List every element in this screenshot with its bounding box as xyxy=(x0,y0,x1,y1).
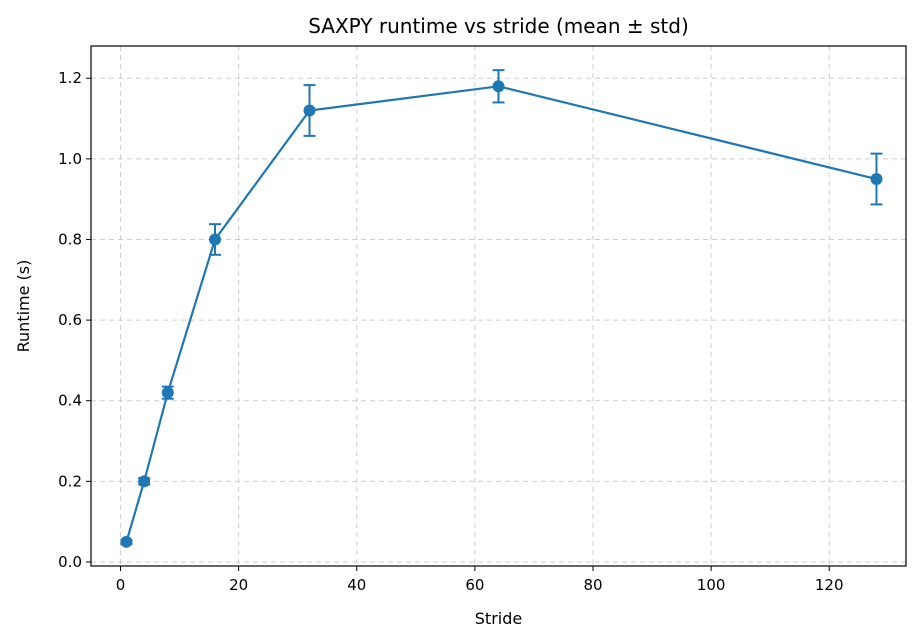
plot-frame xyxy=(90,45,907,567)
y-tick-label: 0.2 xyxy=(58,472,82,490)
x-tick-label: 80 xyxy=(583,576,602,594)
y-axis-label: Runtime (s) xyxy=(14,260,33,353)
y-tick-label: 0.8 xyxy=(58,230,82,248)
series-layer xyxy=(120,69,883,548)
chart-title: SAXPY runtime vs stride (mean ± std) xyxy=(308,14,689,38)
x-tick-label: 120 xyxy=(815,576,844,594)
x-tick-label: 40 xyxy=(347,576,366,594)
y-tick-label: 0.4 xyxy=(58,392,82,410)
data-point xyxy=(492,80,505,93)
data-point xyxy=(120,535,133,548)
y-tick-label: 0.6 xyxy=(58,311,82,329)
x-tick-label: 100 xyxy=(697,576,726,594)
x-tick-label: 0 xyxy=(116,576,126,594)
x-tick-label: 60 xyxy=(465,576,484,594)
data-point xyxy=(209,233,222,246)
y-ticks: 0.0 0.2 0.4 0.6 0.8 1.0 1.2 xyxy=(58,69,91,571)
y-tick-label: 1.2 xyxy=(58,69,82,87)
x-tick-label: 20 xyxy=(229,576,248,594)
data-point xyxy=(161,386,174,399)
y-tick-label: 0.0 xyxy=(58,553,82,571)
grid xyxy=(91,46,906,566)
data-point xyxy=(303,104,316,117)
data-point xyxy=(138,475,151,488)
y-tick-label: 1.0 xyxy=(58,150,82,168)
x-axis-label: Stride xyxy=(475,609,522,628)
x-ticks: 0 20 40 60 80 100 120 xyxy=(116,566,844,594)
data-point xyxy=(870,173,883,186)
